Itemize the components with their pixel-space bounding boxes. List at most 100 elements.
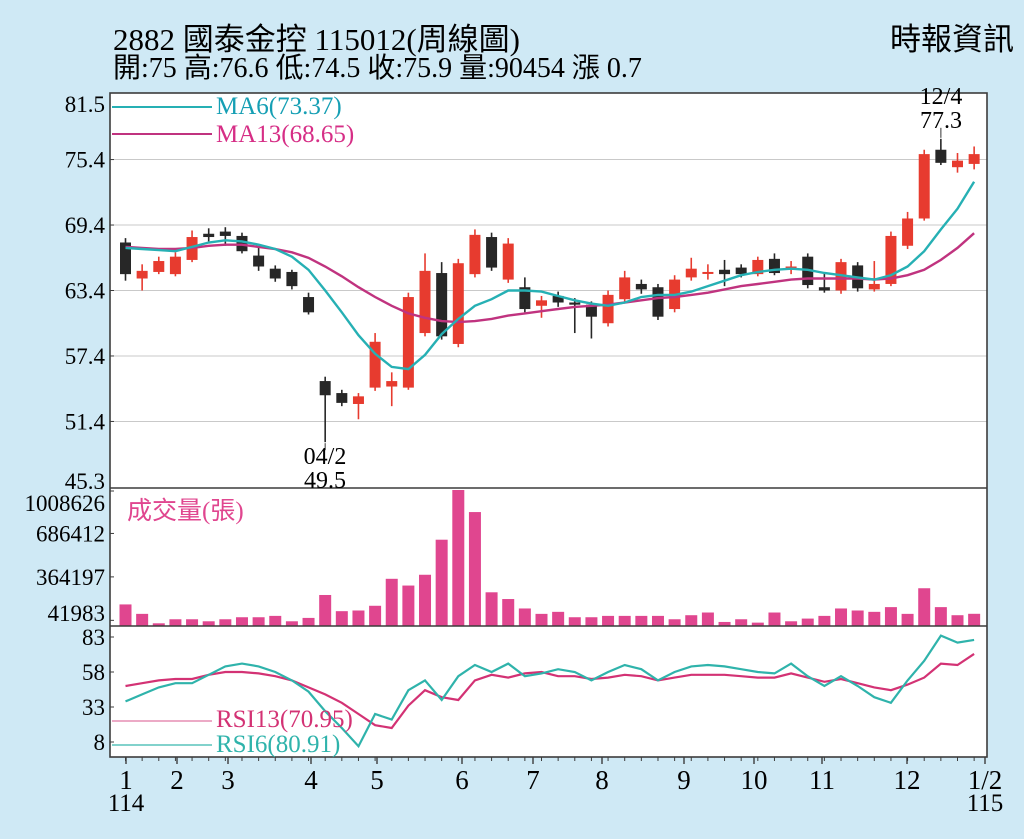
candle-down (486, 237, 498, 268)
volume-bar (751, 622, 764, 626)
volume-bar (568, 617, 581, 626)
volume-bar (269, 615, 282, 626)
volume-bar (635, 615, 648, 626)
volume-bar (968, 613, 981, 626)
price-tick-label: 45.3 (65, 469, 105, 494)
candle-up (785, 266, 797, 269)
volume-bar (951, 615, 964, 626)
annotation-trough-date: 04/2 (303, 444, 347, 470)
volume-bar (868, 611, 881, 626)
volume-bar (385, 578, 398, 626)
volume-bar (452, 490, 465, 626)
volume-bar (219, 619, 232, 626)
month-label: 10 (741, 765, 768, 795)
legend-ma13: MA13(68.65) (216, 121, 355, 148)
price-tick-label: 63.4 (65, 279, 106, 304)
volume-bar (552, 611, 565, 626)
plot-background (110, 93, 987, 757)
candle-down (269, 268, 281, 279)
month-label: 11 (809, 765, 835, 795)
candle-down (585, 304, 597, 317)
candle-down (935, 149, 947, 163)
candle-down (120, 242, 131, 275)
candle-up (419, 270, 431, 334)
candle-down (303, 297, 315, 313)
annotation-peak-value: 77.3 (920, 108, 962, 134)
candle-down (436, 273, 448, 337)
volume-bar (369, 605, 382, 626)
year-end-label: 115 (966, 790, 1004, 817)
volume-bar (718, 621, 731, 626)
volume-bar (651, 615, 664, 626)
month-label: 1/2 (968, 765, 1003, 795)
rsi6-line (125, 634, 975, 749)
volume-bar (235, 617, 248, 626)
panel-frame (109, 92, 988, 758)
candle-down (286, 271, 298, 287)
volume-bar (685, 615, 698, 626)
candle-down (818, 287, 830, 291)
candle-up (469, 234, 481, 275)
volume-bar (768, 612, 781, 626)
month-label: 7 (526, 765, 540, 795)
candle-up (402, 297, 414, 388)
candle-up (369, 341, 381, 388)
page-title: 2882 國泰金控 115012(周線圖) (113, 22, 520, 57)
candle-down (203, 233, 215, 238)
candle-up (918, 154, 930, 219)
legend-rsi6: RSI6(80.91) (216, 731, 341, 758)
month-label: 9 (677, 765, 691, 795)
candle-down (336, 393, 348, 403)
candle-up (902, 218, 914, 246)
candle-up (685, 268, 697, 278)
candle-up (352, 396, 364, 404)
volume-tick-label: 1008626 (25, 491, 106, 516)
candle-up (169, 256, 181, 275)
rsi-panel (125, 634, 975, 749)
price-tick-label: 69.4 (65, 213, 106, 238)
candle-down (519, 287, 531, 310)
candle-down (652, 287, 664, 317)
annotation-peak-date: 12/4 (919, 84, 963, 110)
candle-up (536, 300, 547, 306)
month-label: 12 (894, 765, 921, 795)
volume-bar (735, 619, 748, 626)
volume-bar (319, 594, 332, 626)
volume-bar (518, 608, 531, 626)
ma6-line (125, 181, 976, 371)
volume-bar (818, 615, 831, 626)
volume-bar (419, 574, 432, 626)
volume-bar (302, 617, 315, 626)
candle-up (702, 271, 714, 274)
volume-bar (402, 585, 415, 626)
volume-bar (585, 617, 598, 626)
month-label: 6 (455, 765, 469, 795)
volume-bar (435, 539, 448, 626)
volume-bar (901, 613, 914, 626)
candle-up (136, 270, 148, 279)
price-tick-label: 75.4 (65, 148, 106, 173)
volume-panel-label: 成交量(張) (127, 498, 244, 525)
volume-bar (468, 512, 481, 626)
annotation-trough-value: 49.5 (304, 468, 346, 494)
month-label: 3 (221, 765, 235, 795)
volume-bar (485, 592, 498, 626)
candle-up (952, 160, 963, 168)
rsi-tick-label: 83 (82, 625, 105, 650)
volume-tick-label: 686412 (36, 521, 105, 546)
volume-bar (252, 617, 265, 626)
candle-up (386, 381, 398, 387)
volume-bar (884, 607, 897, 626)
candle-up (885, 235, 897, 284)
rsi-tick-label: 8 (94, 730, 106, 755)
year-start-label: 114 (107, 790, 145, 817)
month-label: 4 (304, 765, 318, 795)
month-label: 2 (170, 765, 184, 795)
candle-down (219, 231, 231, 236)
candle-up (752, 259, 764, 275)
candle-down (319, 381, 331, 396)
candle-down (569, 302, 581, 305)
volume-bar (169, 619, 182, 626)
